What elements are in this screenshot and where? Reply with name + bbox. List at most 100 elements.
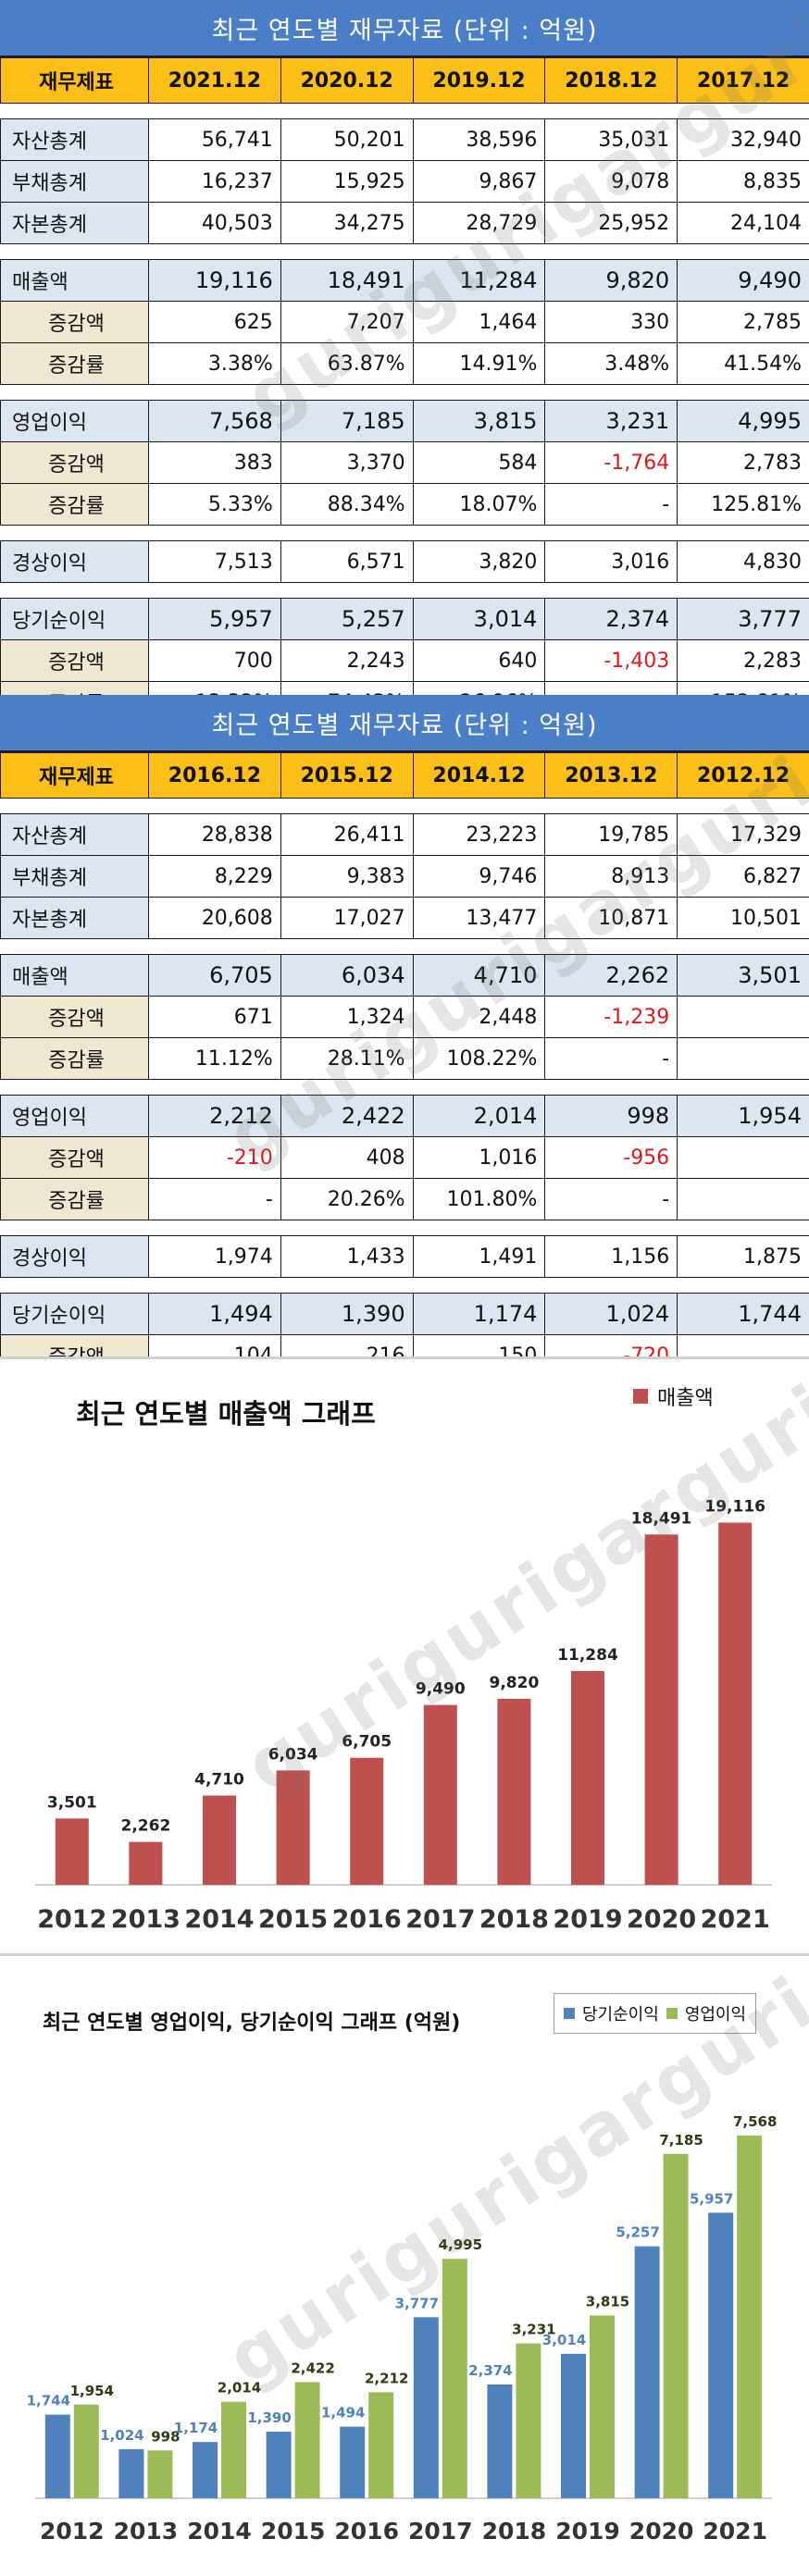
table-cell: 125.81% bbox=[678, 484, 809, 526]
x-tick-label: 2012 bbox=[40, 2518, 105, 2545]
bar-net-income-2021 bbox=[708, 2212, 733, 2498]
x-tick-label: 2021 bbox=[701, 1905, 770, 1934]
table-cell: 3,777 bbox=[678, 599, 809, 640]
x-tick-label: 2016 bbox=[332, 1905, 402, 1934]
data-label-net-income: 5,257 bbox=[616, 2224, 659, 2241]
row-label: 자산총계 bbox=[1, 814, 149, 856]
data-label-operating-profit: 7,568 bbox=[733, 2113, 777, 2130]
table-cell: 216 bbox=[280, 1335, 413, 1357]
table-cell: 19,785 bbox=[545, 814, 678, 856]
data-label-net-income: 1,494 bbox=[321, 2405, 365, 2421]
table-cell: 1,494 bbox=[149, 1294, 281, 1335]
table-cell: 3,370 bbox=[280, 442, 413, 484]
row-label: 자본총계 bbox=[1, 203, 149, 244]
year-header: 2019.12 bbox=[413, 58, 545, 104]
data-label-net-income: 3,014 bbox=[542, 2332, 586, 2348]
bar-operating-profit-2016 bbox=[368, 2392, 393, 2498]
table-cell: 3,016 bbox=[545, 541, 678, 583]
table-cell: 3,820 bbox=[413, 541, 545, 583]
table-cell: 2,212 bbox=[149, 1096, 281, 1137]
table-cell: 28,729 bbox=[413, 203, 545, 244]
table-cell: 15,925 bbox=[280, 161, 413, 203]
table-cell: 584 bbox=[413, 442, 545, 484]
bar-sales-2017 bbox=[424, 1705, 457, 1885]
table-cell: 6,705 bbox=[149, 955, 281, 997]
data-label-net-income: 1,390 bbox=[247, 2409, 291, 2426]
table-cell bbox=[678, 1335, 809, 1357]
bar-sales-2021 bbox=[718, 1523, 752, 1885]
table-cell: -956 bbox=[545, 1137, 678, 1179]
table-cell: 28,838 bbox=[149, 814, 281, 856]
table-cell: 9,490 bbox=[678, 260, 809, 302]
spacer-row bbox=[1, 799, 809, 814]
table-cell: 1,744 bbox=[678, 1294, 809, 1335]
table-cell: 32,940 bbox=[678, 119, 809, 161]
x-tick-label: 2019 bbox=[555, 2518, 620, 2545]
table-cell: 1,024 bbox=[545, 1294, 678, 1335]
bar-net-income-2013 bbox=[118, 2449, 143, 2498]
table-cell: 18,491 bbox=[280, 260, 413, 302]
row-label: 증감률 bbox=[1, 343, 149, 385]
row-label: 증감액 bbox=[1, 997, 149, 1038]
row-label: 영업이익 bbox=[1, 1096, 149, 1137]
spacer-row bbox=[1, 1080, 809, 1096]
x-tick-label: 2020 bbox=[627, 1905, 696, 1934]
table-cell: 1,464 bbox=[413, 302, 545, 343]
spacer-row bbox=[1, 1220, 809, 1236]
data-label-sales: 4,710 bbox=[194, 1771, 244, 1790]
table-row-net-chg: 증감액104216150-720 bbox=[1, 1335, 809, 1357]
header-label: 재무제표 bbox=[1, 753, 149, 799]
bar-operating-profit-2018 bbox=[516, 2344, 541, 2498]
table-cell: 101.80% bbox=[413, 1179, 545, 1220]
year-header: 2015.12 bbox=[280, 753, 413, 799]
table-cell: 2,374 bbox=[545, 599, 678, 640]
table-cell: 2,283 bbox=[678, 640, 809, 682]
spacer-row bbox=[1, 244, 809, 260]
row-label: 영업이익 bbox=[1, 401, 149, 442]
table-cell: 9,746 bbox=[413, 856, 545, 898]
table-cell: 41.54% bbox=[678, 343, 809, 385]
bar-net-income-2019 bbox=[561, 2354, 586, 2498]
profit-chart-panel: 최근 연도별 영업이익, 당기순이익 그래프 (억원) 당기순이익 영업이익 1… bbox=[0, 1953, 809, 2576]
table-cell: 8,229 bbox=[149, 856, 281, 898]
table-cell: 10,871 bbox=[545, 898, 678, 939]
table-cell: 6,827 bbox=[678, 856, 809, 898]
table-title: 최근 연도별 재무자료 (단위 : 억원) bbox=[0, 695, 809, 752]
data-label-operating-profit: 7,185 bbox=[659, 2132, 703, 2149]
table-cell: 38,596 bbox=[413, 119, 545, 161]
x-tick-label: 2015 bbox=[258, 1905, 328, 1934]
table-cell: 6,571 bbox=[280, 541, 413, 583]
table-cell: 3,815 bbox=[413, 401, 545, 442]
x-tick-label: 2014 bbox=[187, 2518, 252, 2545]
data-label-operating-profit: 4,995 bbox=[439, 2236, 482, 2253]
table-cell: 1,174 bbox=[413, 1294, 545, 1335]
bar-net-income-2017 bbox=[414, 2317, 439, 2498]
bar-operating-profit-2020 bbox=[664, 2154, 689, 2498]
spacer-row bbox=[1, 104, 809, 119]
data-label-net-income: 1,024 bbox=[100, 2427, 143, 2444]
table-cell: 108.22% bbox=[413, 1038, 545, 1080]
table-cell: - bbox=[545, 484, 678, 526]
bar-operating-profit-2012 bbox=[74, 2405, 99, 2498]
table-cell: 26,411 bbox=[280, 814, 413, 856]
table-cell: 40,503 bbox=[149, 203, 281, 244]
row-label: 부채총계 bbox=[1, 161, 149, 203]
table-cell: 28.11% bbox=[280, 1038, 413, 1080]
row-label: 자산총계 bbox=[1, 119, 149, 161]
table-cell: 4,830 bbox=[678, 541, 809, 583]
bar-net-income-2012 bbox=[45, 2415, 70, 2498]
spacer-row bbox=[1, 1278, 809, 1294]
table-cell: 671 bbox=[149, 997, 281, 1038]
bar-operating-profit-2019 bbox=[590, 2315, 615, 2498]
year-header: 2012.12 bbox=[678, 753, 809, 799]
table-cell: 2,014 bbox=[413, 1096, 545, 1137]
